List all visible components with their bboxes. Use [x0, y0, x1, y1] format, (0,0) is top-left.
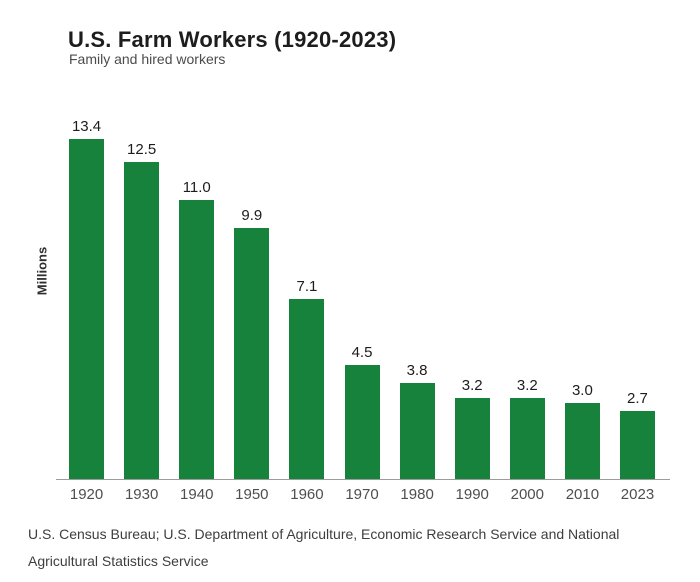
- bar-group: 4.5: [334, 114, 389, 479]
- x-tick-label: 1990: [455, 486, 489, 503]
- bar: [179, 200, 215, 479]
- bar: [124, 162, 160, 479]
- x-axis-line: [56, 479, 670, 480]
- x-tick-label: 2010: [565, 486, 600, 503]
- x-tick-label: 1950: [235, 486, 269, 503]
- bar: [399, 382, 435, 479]
- bar: [69, 139, 105, 479]
- bar: [234, 228, 270, 479]
- x-tick-label: 1960: [290, 486, 324, 503]
- source-note: U.S. Census Bureau; U.S. Department of A…: [28, 526, 620, 569]
- bar-group: 3.8: [390, 114, 445, 479]
- bar-value-label: 2.7: [627, 389, 648, 407]
- bar: [454, 397, 490, 479]
- page-title: U.S. Farm Workers (1920-2023): [68, 27, 397, 52]
- bar-group: 13.4: [59, 114, 114, 479]
- bar-group: 7.1: [279, 114, 334, 479]
- bar-value-label: 13.4: [71, 118, 102, 136]
- bar-value-label: 11.0: [182, 179, 211, 197]
- x-tick-label: 2000: [510, 486, 544, 503]
- chart-subtitle: Family and hired workers: [69, 51, 226, 67]
- x-tick-label: 1940: [180, 486, 214, 503]
- bar-value-label: 3.2: [516, 376, 538, 394]
- bar-value-label: 3.8: [406, 361, 428, 379]
- bar-value-label: 12.5: [127, 141, 157, 159]
- bar-value-label: 3.0: [571, 381, 593, 399]
- bar-group: 3.2: [500, 114, 555, 479]
- bar-group: 2.7: [610, 114, 665, 479]
- bar: [509, 397, 545, 479]
- bar-group: 3.0: [555, 114, 610, 479]
- bar-group: 11.0: [169, 114, 224, 479]
- bar: [564, 402, 600, 479]
- x-tick-label: 2023: [620, 486, 655, 503]
- bar: [619, 410, 655, 479]
- x-tick-label: 1980: [400, 486, 434, 503]
- bar-value-label: 4.5: [351, 343, 373, 361]
- plot-area: 13.4 12.5 11.0 9.9 7.1 4.5 3.8 3.2 3.2 3.0 2.7: [59, 114, 671, 479]
- bar: [344, 364, 380, 479]
- bar-value-label: 7.1: [296, 278, 318, 295]
- bar: [289, 299, 325, 479]
- x-tick-label: 1970: [345, 486, 379, 503]
- x-tick-label: 1920: [69, 486, 104, 503]
- y-axis-label: Millions: [34, 246, 50, 296]
- x-axis-tick-labels: 1920 1930 1940 1950 1960 1970 1980 1990 2000 2010…: [59, 486, 671, 503]
- bar-value-label: 3.2: [461, 376, 483, 394]
- x-tick-label: 1930: [124, 486, 159, 503]
- bar-group: 3.2: [445, 114, 500, 479]
- bar-group: 9.9: [224, 114, 279, 479]
- bar-value-label: 9.9: [241, 207, 263, 224]
- bar-group: 12.5: [114, 114, 169, 479]
